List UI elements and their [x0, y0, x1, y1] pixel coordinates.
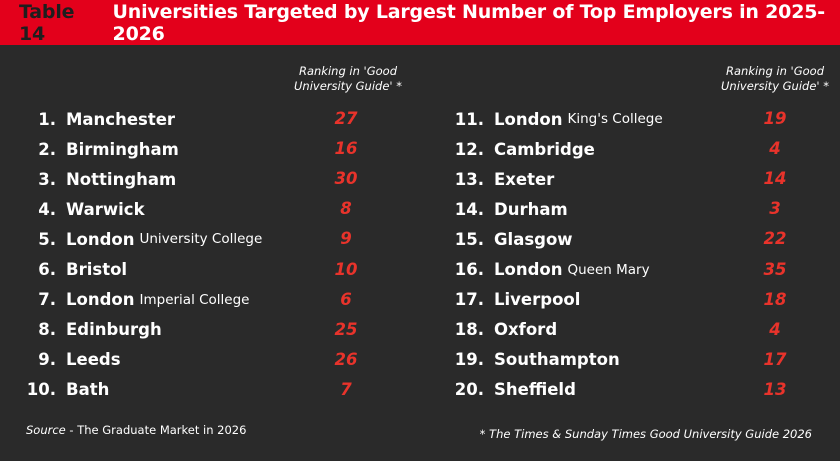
position-number: 1.: [38, 109, 56, 129]
right-guide-ranking: 4: [769, 139, 781, 159]
right-university-row: 16. London Queen Mary: [455, 255, 650, 285]
university-name: Manchester: [66, 109, 176, 129]
source-note: Source - The Graduate Market in 2026: [26, 423, 246, 437]
right-university-row: 15. Glasgow: [455, 224, 573, 254]
right-university-row: 11. London King's College: [455, 104, 663, 134]
source-label: Source: [26, 423, 66, 437]
left-guide-ranking: 16: [334, 139, 358, 159]
table-title: Universities Targeted by Largest Number …: [112, 0, 826, 45]
university-name: Durham: [494, 199, 568, 219]
left-guide-ranking: 8: [340, 199, 352, 219]
university-name: Liverpool: [494, 290, 581, 310]
position-number: 15.: [454, 229, 484, 249]
right-guide-ranking: 22: [763, 229, 787, 249]
left-university-row: 9. Leeds: [38, 345, 121, 375]
university-name: London: [66, 229, 135, 249]
left-university-row: 10. Bath: [27, 375, 110, 405]
university-name: Nottingham: [66, 169, 177, 189]
university-name: London: [494, 109, 563, 129]
right-ranking-heading-line2: University Guide' *: [720, 79, 829, 93]
left-guide-ranking: 26: [334, 349, 358, 369]
position-number: 19.: [454, 350, 484, 370]
position-number: 11.: [454, 109, 484, 129]
position-number: 13.: [454, 169, 484, 189]
position-number: 9.: [38, 350, 56, 370]
position-number: 14.: [454, 199, 484, 219]
right-guide-ranking: 18: [763, 289, 787, 309]
right-guide-ranking: 17: [763, 349, 787, 369]
university-name: Edinburgh: [66, 320, 162, 340]
right-ranking-column-heading: Ranking in 'Good University Guide' *: [705, 64, 840, 94]
left-ranking-heading-line1: Ranking in 'Good: [298, 64, 397, 78]
left-guide-ranking: 27: [334, 109, 358, 128]
right-university-row: 18. Oxford: [455, 315, 558, 345]
right-ranking-heading-line1: Ranking in 'Good: [725, 64, 824, 78]
position-number: 5.: [38, 229, 56, 249]
right-guide-ranking: 35: [763, 259, 787, 279]
university-name: Birmingham: [66, 139, 179, 159]
university-college-name: University College: [139, 231, 263, 248]
table-number: Table 14: [19, 0, 75, 45]
position-number: 4.: [38, 199, 56, 219]
position-number: 7.: [38, 290, 56, 310]
left-guide-ranking: 9: [340, 229, 352, 249]
university-name: Sheffield: [494, 380, 576, 400]
right-university-row: 19. Southampton: [455, 345, 620, 375]
position-number: 16.: [454, 260, 484, 279]
right-guide-ranking: 3: [769, 199, 781, 219]
left-university-row: 3. Nottingham: [38, 164, 177, 194]
left-ranking-column-heading: Ranking in 'Good University Guide' *: [278, 64, 418, 94]
position-number: 6.: [38, 260, 56, 279]
right-guide-ranking: 13: [763, 379, 787, 399]
left-university-row: 2. Birmingham: [38, 134, 179, 164]
left-university-row: 5. London University College: [38, 224, 263, 254]
left-university-row: 4. Warwick: [38, 194, 145, 224]
university-name: Oxford: [494, 320, 558, 340]
right-university-row: 20. Sheffield: [455, 375, 576, 405]
left-guide-ranking: 7: [340, 379, 352, 399]
university-name: Cambridge: [494, 139, 595, 159]
university-name: London: [66, 290, 135, 310]
source-text: - The Graduate Market in 2026: [65, 423, 247, 437]
guide-footnote: * The Times & Sunday Times Good Universi…: [479, 427, 812, 441]
university-name: Warwick: [66, 199, 145, 219]
right-university-row: 14. Durham: [455, 194, 568, 224]
right-university-row: 12. Cambridge: [455, 134, 595, 164]
position-number: 10.: [26, 380, 56, 400]
university-name: Southampton: [494, 350, 620, 370]
left-guide-ranking: 6: [340, 289, 352, 309]
left-guide-ranking: 30: [334, 169, 358, 189]
position-number: 18.: [454, 320, 484, 340]
right-university-row: 13. Exeter: [455, 164, 555, 194]
right-guide-ranking: 14: [763, 169, 787, 189]
right-guide-ranking: 4: [769, 319, 781, 339]
position-number: 17.: [454, 290, 484, 310]
left-university-row: 8. Edinburgh: [38, 315, 162, 345]
university-name: London: [494, 260, 563, 279]
right-university-row: 17. Liverpool: [455, 285, 581, 315]
university-college-name: Imperial College: [139, 291, 250, 308]
university-college-name: Queen Mary: [567, 261, 650, 278]
right-guide-ranking: 19: [763, 109, 787, 128]
table-header-bar: Table 14 Universities Targeted by Larges…: [0, 0, 840, 45]
university-name: Exeter: [494, 169, 555, 189]
left-university-row: 7. London Imperial College: [38, 285, 250, 315]
left-university-row: 1. Manchester: [38, 104, 176, 134]
left-guide-ranking: 25: [334, 319, 358, 339]
left-ranking-heading-line2: University Guide' *: [293, 79, 402, 93]
left-university-row: 6. Bristol: [38, 255, 128, 285]
position-number: 3.: [38, 169, 56, 189]
left-guide-ranking: 10: [334, 259, 358, 279]
position-number: 20.: [454, 380, 484, 400]
position-number: 12.: [454, 139, 484, 159]
position-number: 8.: [38, 320, 56, 340]
university-name: Glasgow: [494, 229, 573, 249]
university-college-name: King's College: [567, 111, 663, 127]
university-name: Bath: [66, 380, 110, 400]
position-number: 2.: [38, 139, 56, 159]
university-name: Bristol: [66, 260, 128, 279]
university-name: Leeds: [66, 350, 121, 370]
